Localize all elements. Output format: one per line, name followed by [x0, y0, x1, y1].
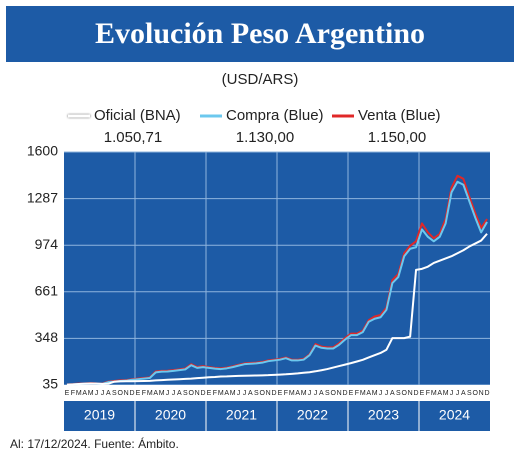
x-tick-label: A	[319, 390, 324, 397]
x-tick-label: S	[467, 390, 472, 397]
x-tick-label: E	[207, 390, 212, 397]
legend-value: 1.150,00	[368, 129, 426, 146]
x-tick-label: M	[431, 390, 437, 397]
x-tick-label: D	[130, 390, 135, 397]
x-tick-label: N	[408, 390, 413, 397]
x-tick-label: E	[136, 390, 141, 397]
x-tick-label: O	[188, 390, 194, 397]
chart-title: Evolución Peso Argentino	[95, 17, 425, 50]
x-tick-label: S	[396, 390, 401, 397]
legend-label: Venta (Blue)	[358, 107, 441, 124]
x-tick-label: F	[426, 390, 430, 397]
x-tick-label: J	[95, 390, 99, 397]
x-tick-label: E	[420, 390, 425, 397]
x-tick-label: A	[224, 390, 229, 397]
x-tick-label: M	[360, 390, 366, 397]
year-label: 2022	[297, 407, 328, 423]
x-tick-label: M	[230, 390, 236, 397]
series-line	[66, 180, 488, 386]
x-tick-label: M	[301, 390, 307, 397]
x-tick-label: O	[259, 390, 265, 397]
x-tick-label: A	[437, 390, 442, 397]
y-tick-label: 35	[42, 376, 58, 392]
x-tick-label: N	[195, 390, 200, 397]
series-line	[66, 233, 488, 386]
x-tick-label: D	[485, 390, 490, 397]
y-tick-label: 348	[35, 329, 59, 345]
x-tick-label: A	[177, 390, 182, 397]
x-tick-label: O	[472, 390, 478, 397]
title-band	[6, 6, 514, 62]
x-tick-label: A	[106, 390, 111, 397]
legend-label: Compra (Blue)	[226, 107, 324, 124]
x-tick-label: D	[414, 390, 419, 397]
legend-value: 1.050,71	[104, 129, 162, 146]
x-tick-label: M	[372, 390, 378, 397]
x-tick-label: N	[266, 390, 271, 397]
x-tick-label: F	[213, 390, 217, 397]
x-tick-label: M	[443, 390, 449, 397]
x-tick-label: J	[314, 390, 318, 397]
month-strip	[64, 385, 490, 401]
x-tick-label: M	[76, 390, 82, 397]
year-label: 2021	[226, 407, 257, 423]
x-tick-label: O	[401, 390, 407, 397]
x-tick-label: A	[390, 390, 395, 397]
x-tick-label: J	[379, 390, 383, 397]
x-tick-label: F	[284, 390, 288, 397]
x-tick-label: N	[124, 390, 129, 397]
x-tick-label: S	[183, 390, 188, 397]
x-tick-label: J	[456, 390, 460, 397]
x-tick-label: A	[366, 390, 371, 397]
x-tick-label: N	[337, 390, 342, 397]
source-note: Al: 17/12/2024. Fuente: Ámbito.	[10, 436, 179, 451]
x-tick-label: A	[153, 390, 158, 397]
x-tick-label: A	[295, 390, 300, 397]
x-tick-label: J	[308, 390, 312, 397]
y-tick-label: 974	[35, 236, 59, 252]
y-tick-label: 1600	[27, 143, 58, 159]
x-tick-label: F	[355, 390, 359, 397]
x-tick-label: J	[450, 390, 454, 397]
x-tick-label: A	[248, 390, 253, 397]
x-tick-label: J	[101, 390, 105, 397]
x-tick-label: J	[166, 390, 170, 397]
x-tick-label: S	[325, 390, 330, 397]
x-tick-label: F	[71, 390, 75, 397]
x-tick-label: S	[254, 390, 259, 397]
legend-value: 1.130,00	[236, 129, 294, 146]
x-tick-label: M	[218, 390, 224, 397]
year-label: 2020	[155, 407, 186, 423]
x-tick-label: O	[117, 390, 123, 397]
y-tick-label: 1287	[27, 189, 58, 205]
x-tick-label: E	[278, 390, 283, 397]
year-label: 2019	[84, 407, 115, 423]
x-tick-label: M	[289, 390, 295, 397]
x-tick-label: J	[385, 390, 389, 397]
x-tick-label: S	[112, 390, 117, 397]
x-tick-label: J	[172, 390, 176, 397]
year-label: 2023	[368, 407, 399, 423]
x-tick-label: D	[343, 390, 348, 397]
x-tick-label: M	[147, 390, 153, 397]
y-tick-label: 661	[35, 283, 59, 299]
x-tick-label: E	[65, 390, 70, 397]
year-label: 2024	[439, 407, 470, 423]
chart-subtitle: (USD/ARS)	[222, 71, 299, 88]
x-tick-label: N	[479, 390, 484, 397]
x-tick-label: D	[272, 390, 277, 397]
legend-label: Oficial (BNA)	[94, 107, 181, 124]
x-tick-label: E	[349, 390, 354, 397]
x-tick-label: M	[88, 390, 94, 397]
x-tick-label: J	[237, 390, 241, 397]
x-tick-label: A	[461, 390, 466, 397]
x-tick-label: D	[201, 390, 206, 397]
x-tick-label: O	[330, 390, 336, 397]
x-tick-label: A	[82, 390, 87, 397]
x-tick-label: F	[142, 390, 146, 397]
x-tick-label: J	[243, 390, 247, 397]
x-tick-label: M	[159, 390, 165, 397]
